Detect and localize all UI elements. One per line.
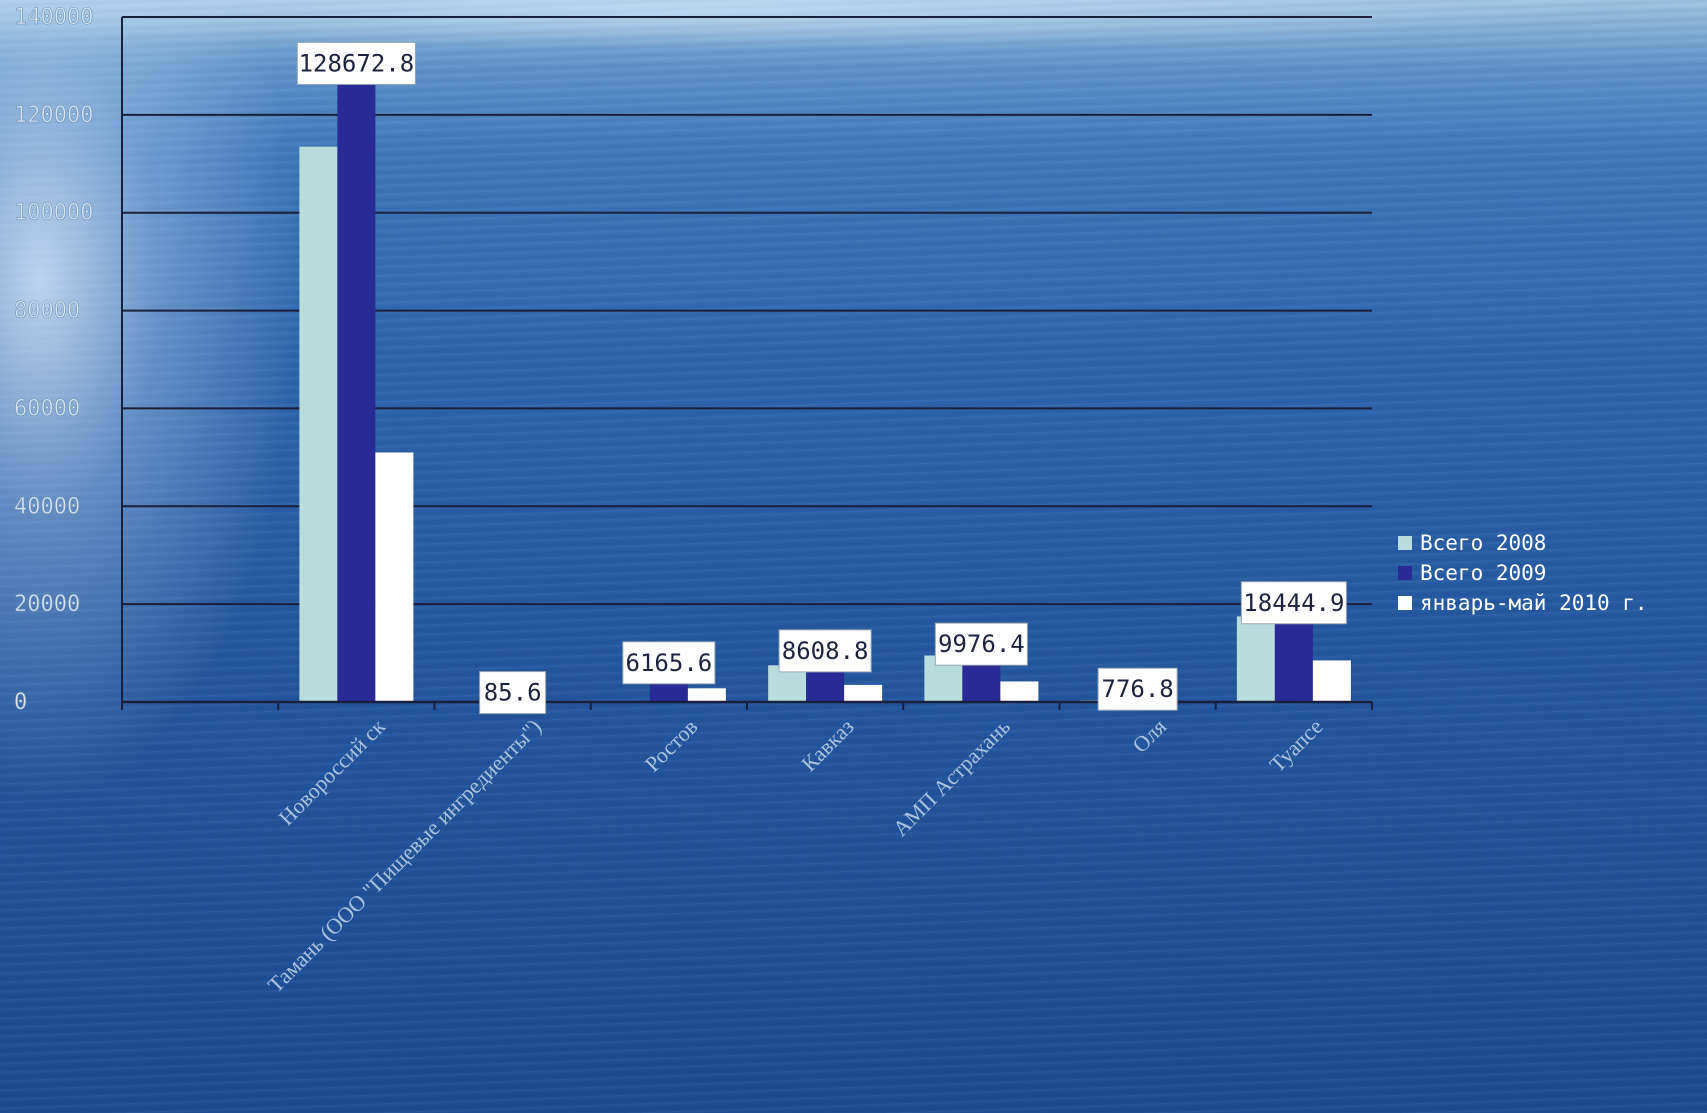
x-tick-label: Оля [1127, 714, 1171, 758]
data-label-box [778, 629, 872, 673]
legend-swatch-2010 [1398, 596, 1412, 610]
data-label-text: 18444.9 [1243, 589, 1344, 617]
legend-label-2010: январь-май 2010 г. [1420, 591, 1648, 615]
y-tick-label: 140000 [14, 5, 93, 30]
bar [1000, 681, 1039, 702]
y-tick-label: 40000 [14, 494, 80, 519]
bar [844, 684, 883, 702]
y-tick-label: 20000 [14, 592, 80, 617]
bar [375, 452, 414, 702]
bar [299, 146, 338, 703]
data-label-text: 8608.8 [782, 637, 869, 665]
data-label: 18444.9 [1240, 581, 1347, 625]
data-label-text: 776.8 [1102, 675, 1174, 703]
legend-label-2009: Всего 2009 [1420, 561, 1547, 585]
data-label-text: 6165.6 [626, 649, 713, 677]
x-tick-label: Новороссий ск [273, 714, 390, 831]
data-label-text: 85.6 [484, 679, 542, 707]
legend-item-2009: Всего 2009 [1398, 558, 1648, 588]
y-tick-label: 0 [14, 690, 27, 715]
data-label: 776.8 [1097, 667, 1178, 711]
x-tick-label: Ростов [640, 714, 703, 777]
legend-label-2008: Всего 2008 [1420, 531, 1547, 555]
data-label: 9976.4 [934, 622, 1028, 666]
data-label: 128672.8 [296, 41, 416, 85]
y-axis-tick-labels: 0 20000 40000 60000 80000 100000 120000 140000 [14, 5, 94, 716]
data-label: 6165.6 [622, 641, 716, 685]
data-label: 85.6 [479, 671, 547, 715]
x-tick-label: Кавказ [796, 714, 858, 776]
data-labels: 128672.8 85.6 6165.6 8608.8 9976.4 776.8 18444… [296, 41, 1347, 715]
data-label-box [622, 641, 716, 685]
legend-item-2010: январь-май 2010 г. [1398, 588, 1648, 618]
data-label-box [1097, 667, 1178, 711]
data-label-box [934, 622, 1028, 666]
y-tick-label: 80000 [14, 299, 80, 324]
bars [299, 72, 1351, 703]
data-label-box [1240, 581, 1347, 625]
data-label-box [479, 671, 547, 715]
legend-swatch-2009 [1398, 566, 1412, 580]
data-label-text: 128672.8 [299, 49, 415, 77]
x-tick-label: АМП Астрахань [888, 714, 1015, 841]
bar [687, 688, 726, 702]
legend-item-2008: Всего 2008 [1398, 528, 1648, 558]
data-label-box [296, 41, 416, 85]
data-label-text: 9976.4 [938, 630, 1025, 658]
bar [337, 72, 376, 703]
x-tick-label: Тамань (ООО "Пищевые ингредиенты") [263, 714, 547, 998]
y-tick-label: 100000 [14, 201, 93, 226]
bar [1236, 616, 1275, 702]
legend-swatch-2008 [1398, 536, 1412, 550]
data-label: 8608.8 [778, 629, 872, 673]
y-tick-label: 120000 [14, 103, 93, 128]
legend: Всего 2008 Всего 2009 январь-май 2010 г. [1398, 528, 1648, 618]
y-tick-label: 60000 [14, 396, 80, 421]
bar [1274, 611, 1313, 702]
bar [1312, 660, 1351, 702]
x-tick-label: Туапсе [1264, 714, 1327, 777]
